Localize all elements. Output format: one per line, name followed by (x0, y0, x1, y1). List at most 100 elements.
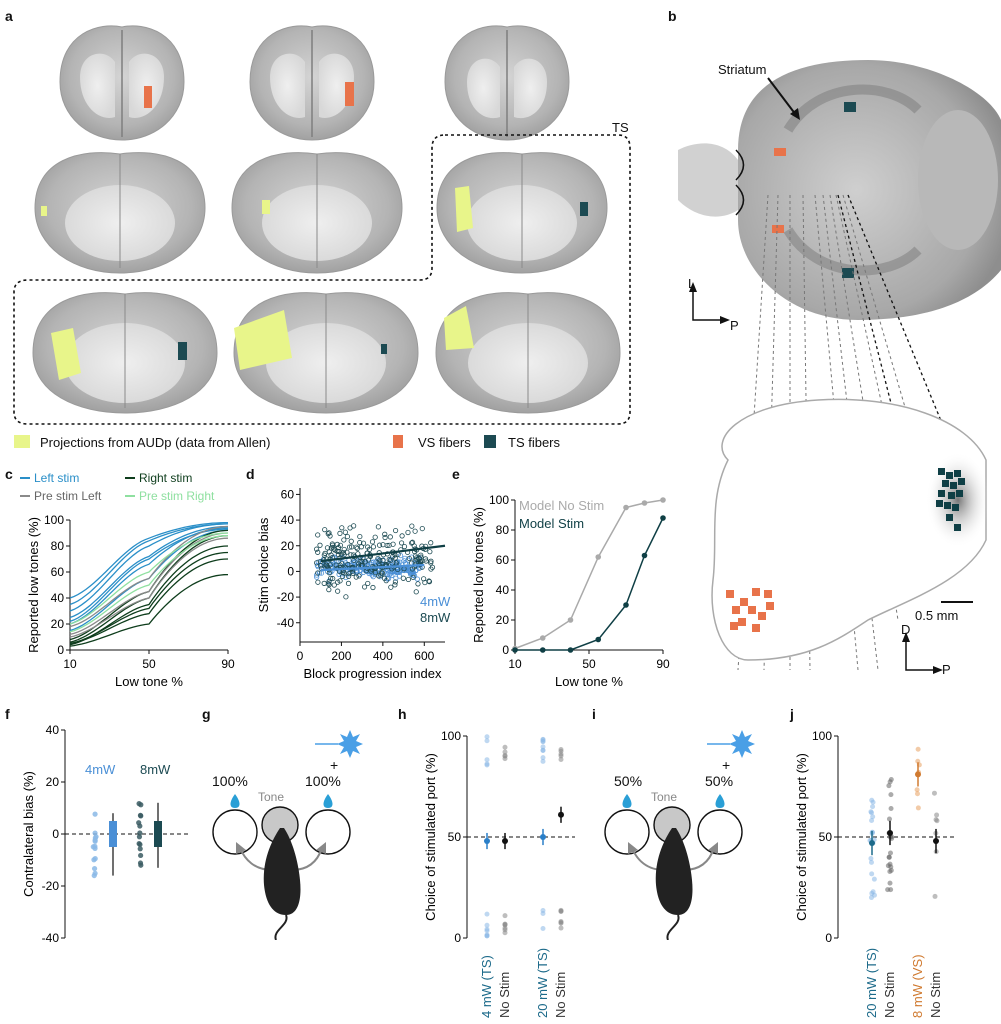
point-8mw (365, 580, 371, 587)
point-8mw (387, 534, 393, 540)
point-8mw (410, 574, 416, 581)
category-label: No Stim (497, 972, 512, 1018)
point (502, 922, 508, 928)
point-4mw (396, 573, 403, 579)
point (540, 739, 546, 745)
box-8mw (154, 821, 162, 847)
y-tick-label: 20 (46, 775, 60, 789)
brain-section-1 (59, 25, 185, 141)
point-8mw (380, 542, 386, 548)
point (540, 758, 546, 764)
point-8mw (399, 533, 405, 539)
x-axis-label: Block progression index (303, 666, 442, 681)
chart-f: -40 -20 0 20 40 Contralateral bias (%) 4mW 8mW (21, 723, 190, 945)
y-tick-label: 40 (46, 723, 60, 737)
legend-allen-label: Projections from AUDp (data from Allen) (40, 435, 271, 450)
point-8mw (376, 573, 382, 579)
point-8mw (375, 524, 381, 530)
point-8mw (415, 581, 421, 587)
point (887, 850, 893, 856)
point (869, 817, 875, 823)
curve-left-stim (69, 521, 228, 599)
point (502, 756, 508, 762)
point-8mw (345, 580, 352, 587)
group-label-4mw: 4mW (85, 762, 116, 777)
curve-left-stim (69, 523, 228, 606)
point (914, 787, 920, 793)
point (886, 783, 892, 789)
point (540, 744, 546, 750)
left-port (212, 809, 258, 855)
point (914, 791, 920, 797)
point-8mw (341, 570, 347, 576)
x-tick-label: 90 (221, 657, 235, 671)
point-8mw (379, 570, 386, 576)
y-axis-label: Choice of stimulated port (%) (794, 753, 809, 921)
point-8mw (322, 527, 328, 533)
y-tick-label: 20 (51, 617, 65, 631)
point-8mw (359, 559, 365, 565)
point-8mw (331, 582, 337, 588)
point (484, 933, 490, 939)
curve-pre-stim-right (69, 532, 229, 625)
i-left-reward: 50% (614, 773, 643, 789)
point-8mw (390, 541, 396, 547)
point (933, 817, 939, 823)
y-tick-label: -40 (277, 616, 295, 630)
point-8mw (346, 573, 352, 579)
point (871, 876, 877, 882)
mean-point (502, 838, 508, 845)
point-8mw (341, 537, 347, 543)
x-tick-label: 600 (414, 649, 434, 663)
point (868, 859, 874, 865)
point (887, 779, 893, 785)
point-4mw (92, 843, 98, 849)
mean-point (540, 834, 546, 840)
point-8mw (335, 588, 341, 594)
y-tick-label: -40 (42, 931, 60, 945)
point-8mw (328, 552, 334, 558)
x-tick-label: 10 (508, 657, 522, 671)
point-8mw (317, 542, 323, 548)
x-tick-label: 50 (142, 657, 156, 671)
axis-label-P2: P (942, 662, 951, 677)
mean-point (933, 838, 939, 845)
point-4mw (410, 569, 416, 576)
point (870, 804, 876, 810)
brain-section-3 (444, 25, 570, 141)
fit-line-8mw (320, 544, 446, 563)
point-8mw (406, 555, 412, 562)
x-tick-label: 50 (582, 657, 596, 671)
point (502, 930, 508, 936)
point-8mw (421, 576, 427, 582)
point (484, 922, 490, 928)
ts-region-outline (13, 134, 631, 425)
point-8mw (333, 562, 339, 568)
point (871, 892, 877, 898)
category-label: No Stim (928, 972, 943, 1018)
point-8mw (137, 823, 143, 829)
point (558, 756, 564, 762)
y-tick-label: 20 (281, 539, 295, 553)
point-8mw (357, 539, 363, 546)
panel-letter-c: c (5, 466, 13, 482)
axis-label-L: L (688, 276, 696, 291)
y-axis-label: Reported low tones (%) (26, 517, 41, 653)
panel-b-figure (678, 60, 1001, 674)
point-8mw (324, 545, 331, 551)
legend-label: Left stim (34, 471, 79, 485)
curve-pre-stim-right (69, 534, 229, 633)
right-port (305, 809, 351, 855)
point-8mw (137, 846, 143, 852)
point-8mw (137, 860, 144, 866)
point-8mw (409, 539, 416, 545)
chart-e: 0 20 40 60 80 100 10 50 90 Low tone % Reported low… (471, 493, 670, 689)
i-right-reward: 50% (705, 773, 734, 789)
point (540, 907, 546, 913)
point-8mw (419, 525, 425, 532)
water-drop-icon (230, 794, 240, 808)
y-tick-label: 60 (281, 487, 295, 501)
vs-fiber-mark (144, 86, 152, 108)
y-tick-label: 50 (448, 830, 462, 844)
brain-section-5 (231, 152, 403, 274)
